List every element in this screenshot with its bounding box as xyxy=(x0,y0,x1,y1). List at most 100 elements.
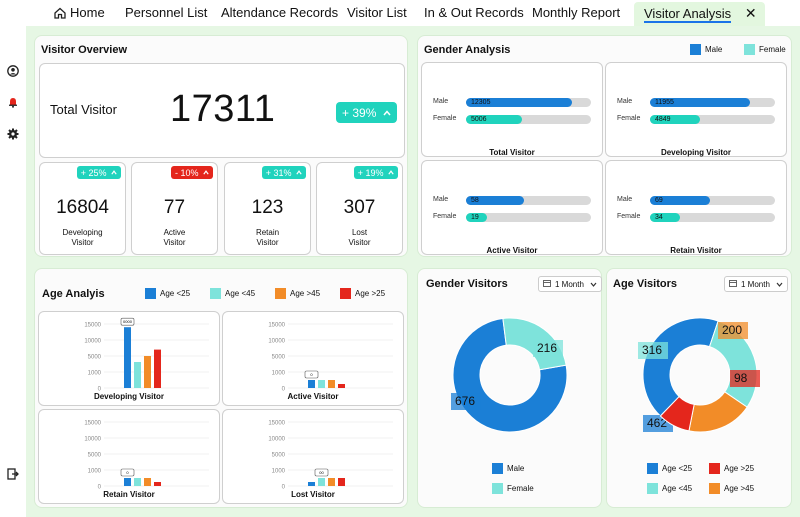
age-bar-chart-card: 15000 10000 5000 1000 0 0 Active Visitor xyxy=(222,311,404,406)
tab-visitor-analysis[interactable]: Visitor Analysis ✕ xyxy=(634,2,765,26)
nav-home[interactable]: Home xyxy=(54,5,105,22)
female-bar: 19 xyxy=(466,213,488,222)
bar[interactable] xyxy=(134,362,141,388)
female-bar: 4849 xyxy=(650,115,700,124)
stat-label: Developing xyxy=(62,228,103,237)
bar[interactable] xyxy=(154,482,161,486)
main-content: Visitor Overview Total Visitor 17311 + 3… xyxy=(26,26,800,517)
bar[interactable] xyxy=(124,327,131,388)
change-badge: - 10% xyxy=(170,166,213,179)
legend-male: Male xyxy=(492,463,524,474)
bar[interactable] xyxy=(144,478,151,486)
y-tick-label: 15000 xyxy=(84,323,101,329)
gender-analysis-panel: Gender Analysis Male Female Male 12305 F… xyxy=(417,35,792,257)
bar[interactable] xyxy=(124,478,131,486)
female-bar-track: 5006 xyxy=(466,115,591,124)
sidebar xyxy=(0,0,26,517)
female-row-label: Female xyxy=(617,213,641,220)
nav-monthly-report[interactable]: Monthly Report xyxy=(532,5,621,20)
stat-label: Active xyxy=(163,228,186,237)
bar[interactable] xyxy=(328,380,335,388)
chevron-up-icon xyxy=(388,167,394,177)
tab-visitor-analysis-label: Visitor Analysis xyxy=(644,6,732,23)
gender-card-caption: Developing Visitor xyxy=(660,148,732,157)
stat-label: Visitor xyxy=(348,238,371,247)
male-bar: 12305 xyxy=(466,98,573,107)
home-icon xyxy=(54,7,66,22)
tooltip-box xyxy=(120,317,135,326)
age-bar-chart-card: 15000 10000 5000 1000 0 0000 Developing Visito… xyxy=(38,311,220,406)
female-bar-track: 4849 xyxy=(650,115,775,124)
nav-attendance-records[interactable]: Altendance Records xyxy=(221,5,339,20)
stat-value: 307 xyxy=(343,197,376,218)
chevron-up-icon xyxy=(296,167,302,177)
female-row-label: Female xyxy=(433,213,457,220)
donut-slice-age-25[interactable] xyxy=(659,395,695,432)
bar[interactable] xyxy=(338,478,345,486)
chevron-down-icon xyxy=(776,280,783,289)
y-tick-label: 15000 xyxy=(84,421,101,427)
age-chart-caption: Active Visitor xyxy=(287,392,339,401)
slice-value-label: 216 xyxy=(537,341,557,355)
gender-card: Male 11955 Female 4849 Developing Visito… xyxy=(605,62,787,157)
y-tick-label: 10000 xyxy=(268,437,285,443)
nav-personnel-list[interactable]: Personnel List xyxy=(125,5,208,20)
age-legend-item: Age <45 xyxy=(210,288,255,299)
bar[interactable] xyxy=(154,349,161,388)
age-chart-caption: Developing Visitor xyxy=(93,392,165,401)
bar[interactable] xyxy=(308,482,315,486)
bar[interactable] xyxy=(318,380,325,388)
bar[interactable] xyxy=(134,478,141,486)
nav-visitor-list[interactable]: Visitor List xyxy=(347,5,407,20)
male-row-label: Male xyxy=(617,98,633,105)
legend-swatch xyxy=(145,288,156,299)
logout-icon[interactable] xyxy=(5,466,21,482)
legend-swatch xyxy=(340,288,351,299)
y-tick-label: 1000 xyxy=(88,371,102,377)
slice-label-tag xyxy=(638,342,668,359)
user-icon[interactable] xyxy=(5,63,21,79)
slice-value-label: 462 xyxy=(647,416,667,430)
age-visitors-panel: Age Visitors 1 Month 462 316 200 98 Age <25… xyxy=(606,268,792,508)
visitor-overview-title: Visitor Overview xyxy=(41,44,128,56)
age-visitors-period-select[interactable]: 1 Month xyxy=(724,276,788,292)
total-visitor-card: Total Visitor 17311 + 39% xyxy=(39,63,405,158)
female-row-label: Female xyxy=(433,115,457,122)
age-analysis-title: Age Analyis xyxy=(42,288,105,300)
y-tick-label: 5000 xyxy=(272,453,286,459)
gender-visitors-period-select[interactable]: 1 Month xyxy=(538,276,602,292)
male-bar-track: 12305 xyxy=(466,98,591,107)
bar[interactable] xyxy=(318,478,325,486)
age-legend-item: Age >25 xyxy=(340,288,385,299)
gear-icon[interactable] xyxy=(5,126,21,142)
gender-card-caption: Retain Visitor xyxy=(670,246,722,255)
bell-icon[interactable] xyxy=(5,94,21,110)
male-bar-track: 69 xyxy=(650,196,775,205)
female-bar-track: 19 xyxy=(466,213,591,222)
stat-value: 16804 xyxy=(56,197,109,218)
male-bar-track: 58 xyxy=(466,196,591,205)
nav-in-out-records[interactable]: In & Out Records xyxy=(424,5,524,20)
close-icon[interactable]: ✕ xyxy=(744,5,757,21)
y-tick-label: 0 xyxy=(98,485,102,491)
bar[interactable] xyxy=(308,380,315,388)
bar[interactable] xyxy=(144,356,151,388)
legend-male: Male xyxy=(690,44,722,55)
legend-swatch xyxy=(690,44,701,55)
y-tick-label: 1000 xyxy=(272,469,286,475)
age-analysis-panel: Age Analyis Age <25 Age <45 Age >45 Age >25… xyxy=(34,268,408,508)
male-bar-track: 11955 xyxy=(650,98,775,107)
female-row-label: Female xyxy=(617,115,641,122)
nav-home-label: Home xyxy=(70,5,105,20)
gender-card: Male 12305 Female 5006 Total Visitor xyxy=(421,62,603,157)
period-label: 1 Month xyxy=(555,279,584,289)
tooltip-box xyxy=(304,370,319,379)
bar[interactable] xyxy=(328,478,335,486)
donut-slice-male[interactable] xyxy=(452,317,568,433)
bar[interactable] xyxy=(338,384,345,388)
legend-age-gt45: Age >45 xyxy=(709,483,754,494)
slice-value-label: 676 xyxy=(455,394,475,408)
legend-age-lt25: Age <25 xyxy=(647,463,692,474)
